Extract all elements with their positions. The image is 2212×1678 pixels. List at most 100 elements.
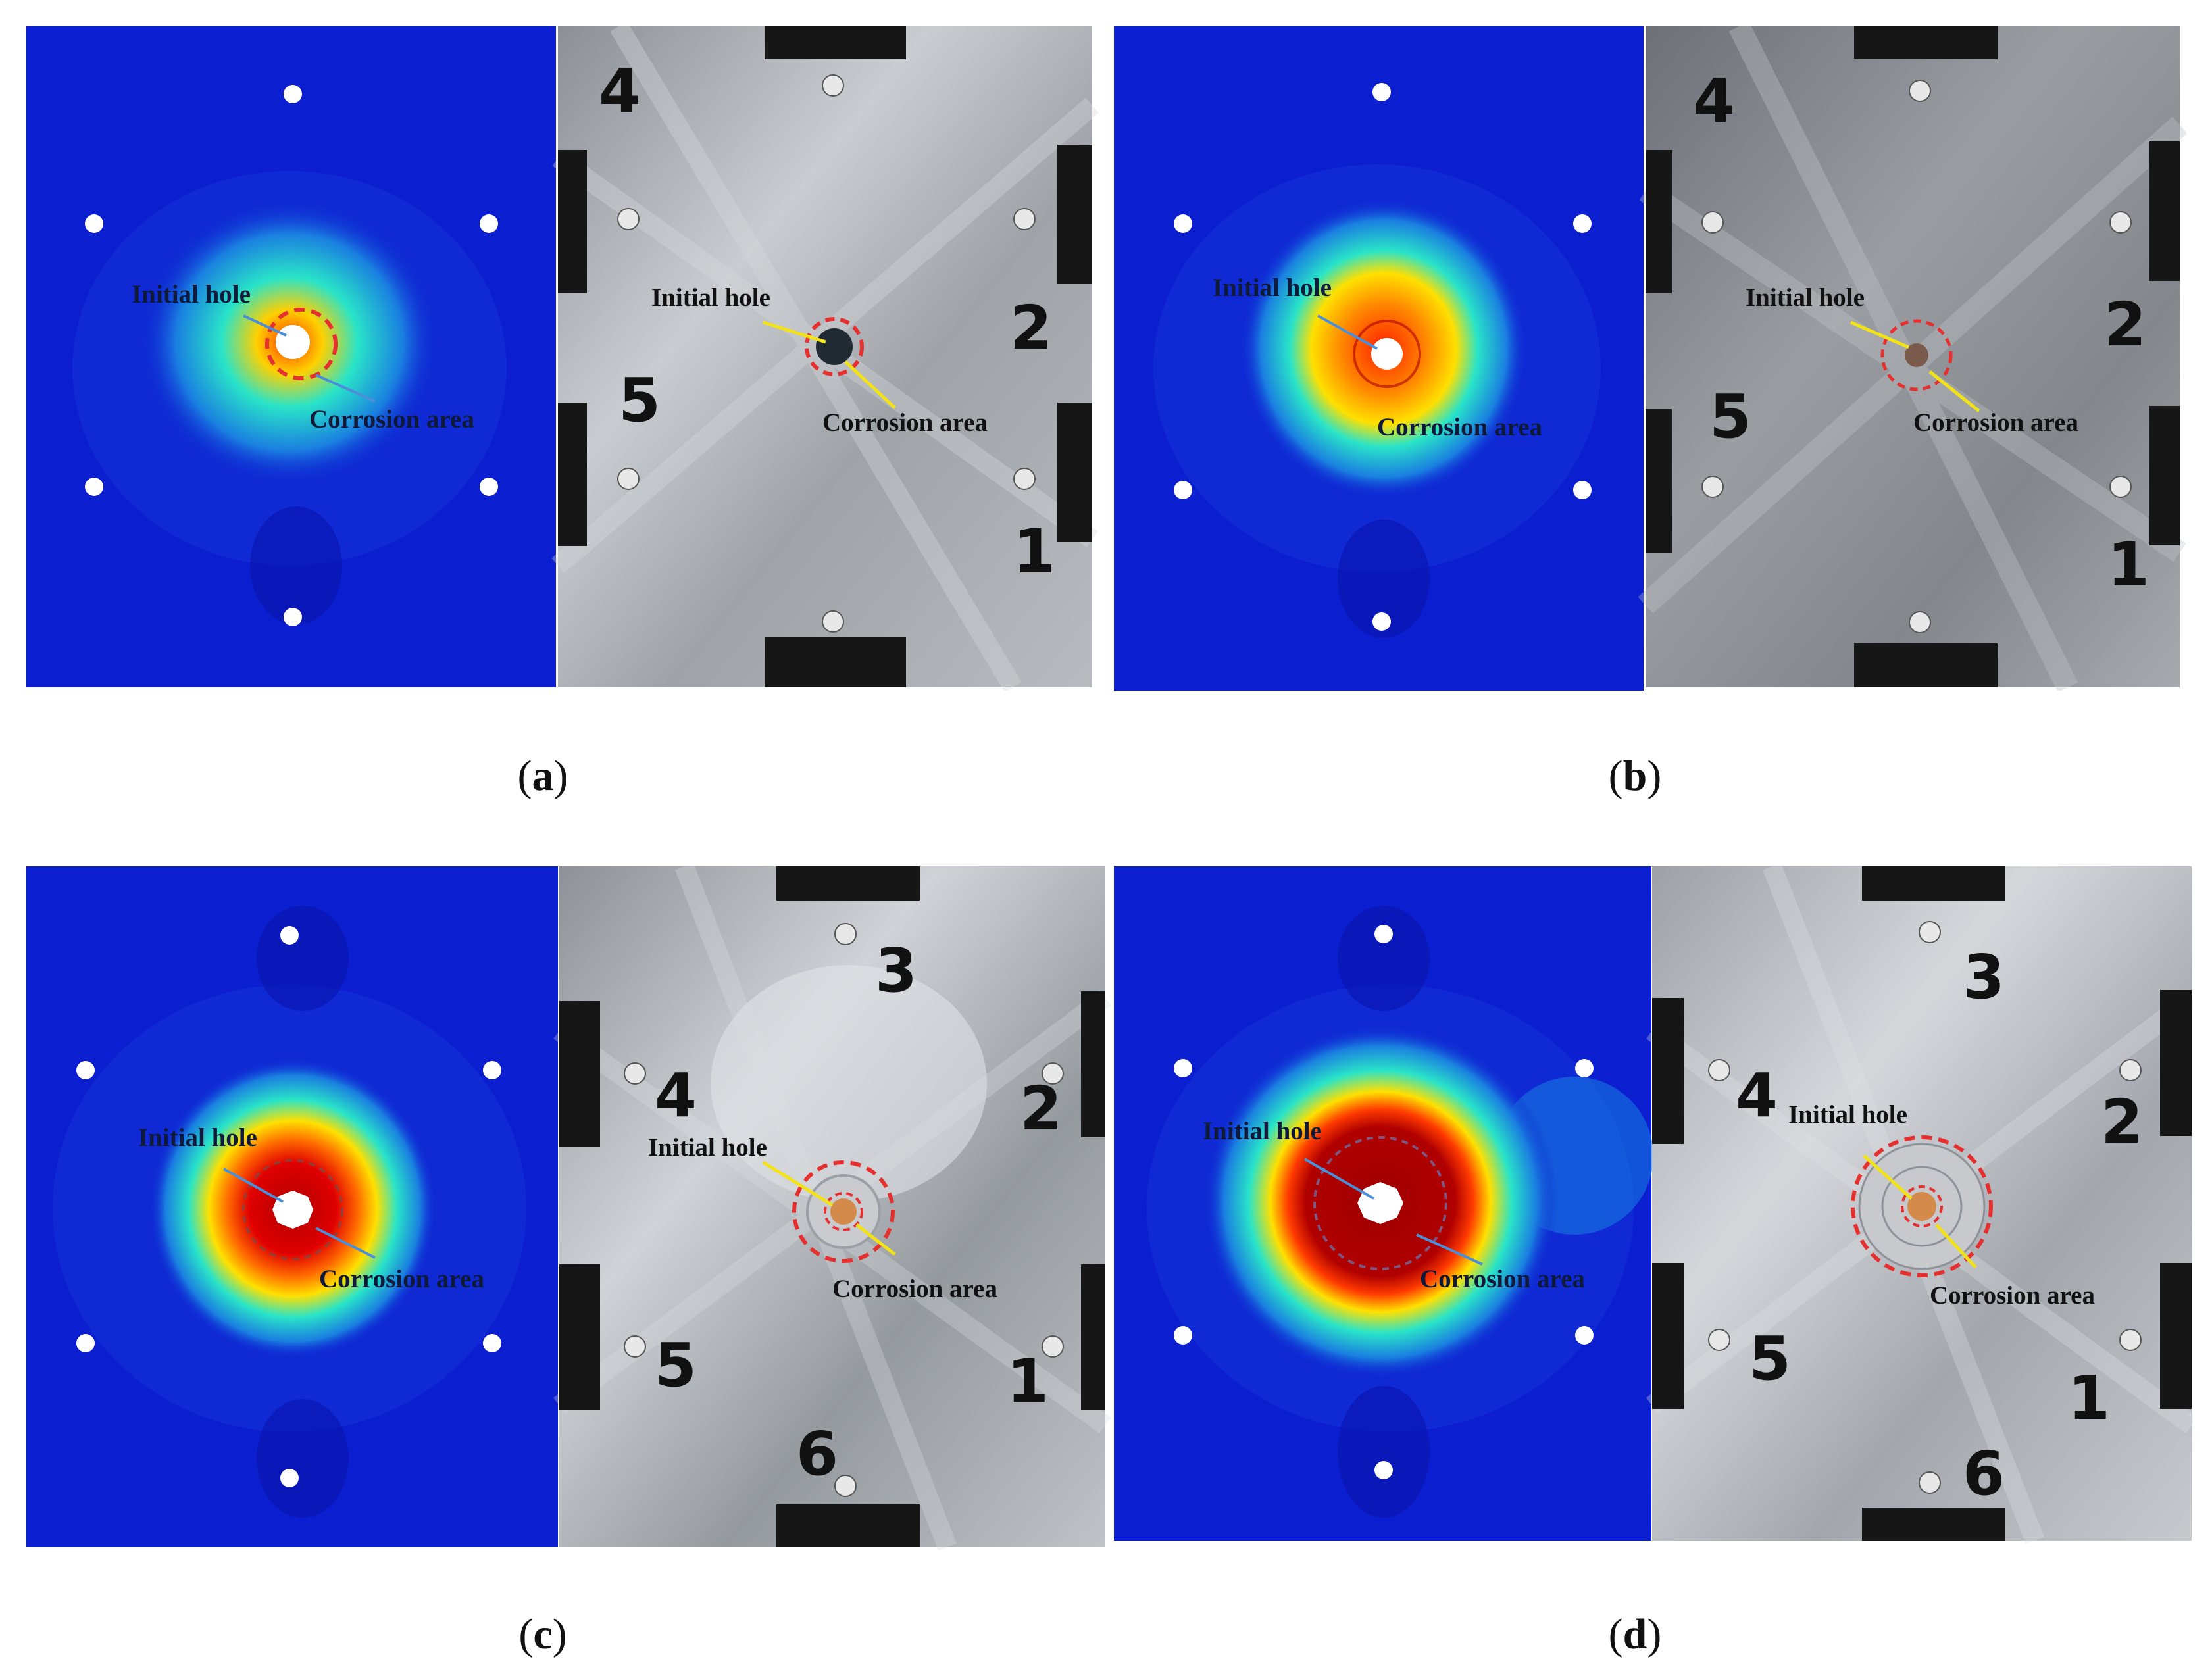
photo-hole [1905,343,1928,367]
panel-a-graphic: Initial hole Corrosion area Initial hole… [26,26,1099,691]
sensor-pad [1862,1508,2005,1541]
photo-initial-hole-label: Initial hole [1746,284,1865,312]
leader-line [243,314,287,337]
sensor-pad [2160,990,2192,1136]
sensor-pad [2160,1263,2192,1409]
sensor-number: 1 [1007,1346,1049,1417]
sensor-dot [76,1334,95,1352]
sensor-dot [1374,925,1393,943]
photo-corrosion-area-label: Corrosion area [832,1275,997,1303]
sensor-dot [480,214,498,233]
sensor-number: 1 [1013,516,1055,587]
sensor-dot [1174,481,1192,499]
sensor-dot [1374,1461,1393,1479]
initial-hole-marker [272,1191,313,1229]
sensor-dot [76,1061,95,1079]
sensor-pad [1854,643,1998,687]
photo-corrosion-ring [805,317,864,376]
photo-corrosion-area-label: Corrosion area [822,408,988,437]
sensor-number: 6 [1963,1439,2005,1509]
sensor-pad [1081,991,1105,1137]
panel-d-graphic: Initial hole Corrosion area Initial hole… [1114,866,2193,1544]
sensor-pad [1646,409,1672,553]
sensor-dot [85,478,103,496]
sensor-number: 5 [1709,382,1751,452]
photo-hole [1907,1192,1936,1221]
sensor-number: 1 [2107,530,2149,600]
sensor-pad [776,866,920,901]
sim-corrosion-area-label: Corrosion area [319,1265,484,1293]
sensor-pad [559,1001,600,1147]
leader-line [762,1160,834,1207]
sensor-pad [559,1264,600,1410]
sensor-pad [558,403,587,546]
leader-line [315,374,376,403]
leader-line [315,1227,376,1259]
sensor-number: 4 [599,56,641,126]
sim-initial-hole-label: Initial hole [138,1123,257,1152]
sensor-number: 2 [2101,1087,2143,1157]
sensor-pad [765,26,906,59]
sensor-number: 3 [875,935,917,1006]
sensor-pad [1854,26,1998,59]
leader-line [855,1223,896,1256]
leader-line [1416,1233,1483,1266]
sensor-pad [1057,145,1092,284]
sensor-pad [1646,150,1672,293]
sensor-dot [483,1061,501,1079]
sensor-pad [558,150,587,293]
sensor-dot [280,1469,299,1487]
leader-line [1850,320,1909,349]
photo-initial-hole-label: Initial hole [651,284,770,312]
sensor-pad [1652,1263,1684,1409]
sensor-dot [480,478,498,496]
sensor-pad [2149,406,2180,545]
sensor-number: 2 [2104,289,2146,360]
initial-hole-marker [276,325,310,359]
sensor-number: 2 [1020,1073,1062,1144]
sensor-number: 1 [2068,1363,2110,1433]
photo-hole [830,1198,857,1225]
sensor-dot [1372,83,1391,101]
sensor-pad [1862,866,2005,901]
sensor-dot [284,85,302,103]
sensor-number: 4 [1736,1060,1778,1131]
sensor-dot [1174,214,1192,233]
leader-line [1863,1154,1913,1200]
caption-b: (b) [1608,752,1662,800]
sensor-dot [1575,1326,1594,1345]
sensor-number: 4 [655,1060,697,1131]
photo-corrosion-ring [1851,1135,1993,1277]
sensor-dot [483,1334,501,1352]
sensor-pad [1081,1264,1105,1410]
sensor-number: 4 [1693,66,1735,136]
sensor-dot [1573,214,1592,233]
photo-initial-hole-label: Initial hole [648,1133,767,1162]
figure-panel-a: Initial hole Corrosion area Initial hole… [26,26,1099,691]
sensor-dot [1174,1326,1192,1345]
leader-line [1928,370,1980,412]
photo-corrosion-area-label: Corrosion area [1930,1281,2095,1310]
leader-line [763,320,826,344]
sim-initial-hole-label: Initial hole [1213,274,1332,302]
sim-initial-hole-label: Initial hole [1203,1117,1322,1145]
sensor-pad [776,1504,920,1547]
sensor-number: 5 [1749,1323,1791,1394]
sensor-dot [1372,612,1391,631]
sensor-number: 6 [796,1419,838,1489]
photo-hole [816,328,853,365]
photo-initial-hole-label: Initial hole [1788,1100,1907,1129]
leader-line [1935,1223,1977,1269]
sensor-pad [1652,998,1684,1144]
sim-corrosion-area-label: Corrosion area [1420,1265,1585,1293]
sensor-pad [765,637,906,687]
photo-corrosion-ring [792,1160,895,1263]
leader-line [1304,1158,1374,1200]
sensor-pad [2149,141,2180,281]
sensor-dot [85,214,103,233]
leader-line [1317,314,1378,350]
sim-corrosion-area-label: Corrosion area [309,405,474,433]
initial-hole-marker [1371,338,1403,370]
caption-c: (c) [518,1610,567,1658]
sim-corrosion-area-label: Corrosion area [1377,413,1542,441]
